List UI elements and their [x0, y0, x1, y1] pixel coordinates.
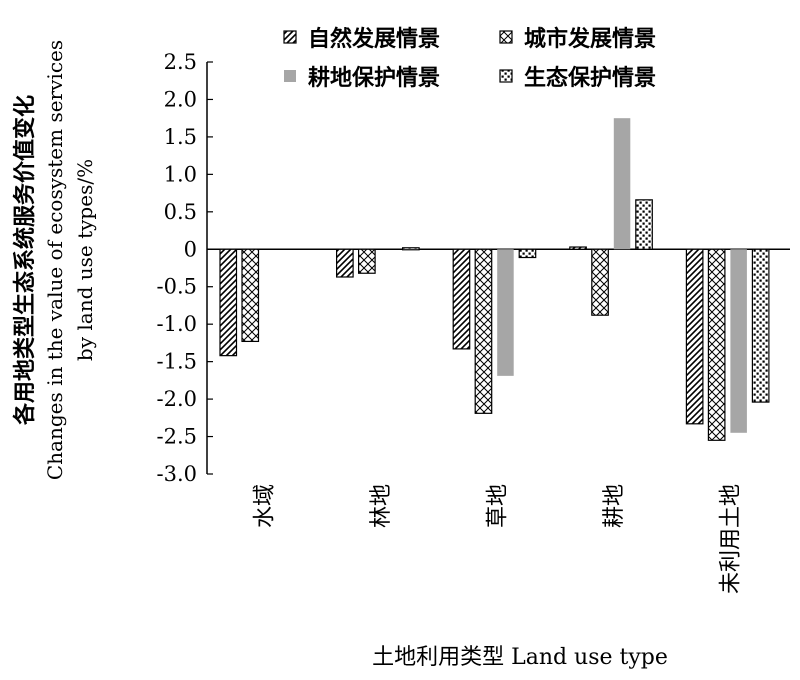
x-category-label: 未利用土地: [719, 484, 744, 594]
x-category-label: 水域: [252, 484, 277, 528]
y-axis-title-en-line1: Changes in the value of ecosystem servic…: [43, 40, 67, 480]
bar-series-1-cat-1: [358, 248, 376, 274]
bar-series-3-cat-3: [635, 199, 653, 250]
y-tick-label: 2.0: [164, 87, 197, 111]
y-axis-title-cn: 各用地类型生态系统服务价值变化: [12, 95, 38, 426]
y-tick-label: -1.0: [157, 312, 198, 336]
bar-series-2-cat-2: [497, 249, 514, 376]
bar-series-0-cat-2: [452, 248, 471, 350]
y-tick-label: 1.5: [164, 125, 197, 149]
y-tick-label: 1.0: [164, 162, 197, 186]
bar-series-0-cat-1: [336, 248, 354, 278]
bar-series-3-cat-2: [518, 248, 537, 259]
x-category-labels: 水域 林地 草地 耕地 未利用土地: [252, 484, 743, 594]
y-tick-label: 2.5: [164, 50, 197, 74]
legend-swatch: [499, 69, 513, 83]
bar-series-1-cat-0: [241, 248, 260, 343]
bar-series-1-cat-3: [591, 248, 609, 316]
x-category-label: 耕地: [602, 484, 627, 528]
legend-swatch: [499, 30, 513, 44]
y-tick-label: 0.5: [164, 200, 197, 224]
bar-series-0-cat-4: [685, 248, 704, 425]
bar-series-1-cat-4: [707, 248, 726, 441]
y-axis-title: 各用地类型生态系统服务价值变化 Changes in the value of …: [12, 40, 97, 480]
legend-label: 耕地保护情景: [308, 65, 440, 91]
bars: [219, 118, 770, 441]
y-tick-label: -3.0: [157, 462, 198, 486]
x-category-label: 林地: [369, 484, 394, 528]
y-tick-labels: 2.5 2.0 1.5 1.0 0.5 0 -0.5 -1.0 -1.5 -2.0 -2.5 -3.0: [157, 50, 213, 486]
bar-series-2-cat-3: [613, 118, 631, 250]
bar-series-0-cat-3: [569, 246, 587, 250]
legend-swatch: [283, 30, 297, 44]
bar-series-2-cat-4: [730, 249, 747, 433]
y-tick-label: 0: [184, 237, 197, 261]
y-tick-label: -1.5: [157, 350, 198, 374]
bar-series-1-cat-2: [474, 248, 493, 414]
y-tick-label: -2.0: [157, 387, 198, 411]
y-axis-title-en-line2: by land use types/%: [73, 159, 97, 361]
bar-series-0-cat-0: [219, 248, 238, 357]
bar-series-3-cat-1: [402, 247, 420, 251]
legend-label: 城市发展情景: [524, 26, 656, 52]
x-axis-title: 土地利用类型 Land use type: [372, 645, 668, 670]
y-tick-label: -0.5: [157, 275, 198, 299]
legend-label: 生态保护情景: [524, 65, 656, 91]
x-category-label: 草地: [486, 484, 511, 528]
bar-series-3-cat-4: [751, 248, 770, 403]
y-tick-label: -2.5: [157, 425, 198, 449]
legend-label: 自然发展情景: [308, 26, 440, 52]
legend-swatch: [284, 70, 296, 82]
